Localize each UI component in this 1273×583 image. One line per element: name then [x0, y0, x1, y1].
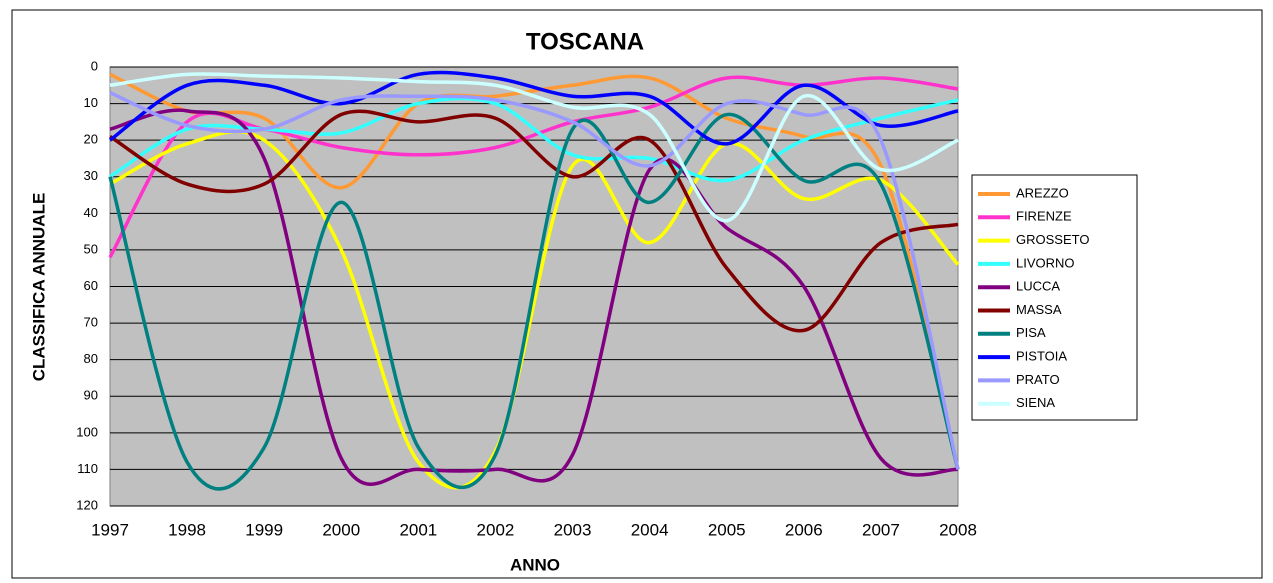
- series-line: [109, 108, 959, 486]
- y-tick-label: 80: [84, 351, 98, 366]
- x-tick-label: 2000: [322, 520, 360, 539]
- x-tick-label: 1998: [168, 520, 206, 539]
- legend-label: GROSSETO: [1016, 232, 1089, 247]
- y-tick-label: 40: [84, 205, 98, 220]
- legend-label: SIENA: [1016, 395, 1055, 410]
- y-tick-label: 10: [84, 95, 98, 110]
- series-line: [109, 129, 960, 490]
- legend-label: LIVORNO: [1016, 255, 1075, 270]
- x-tick-label: 2002: [477, 520, 515, 539]
- legend-label: LUCCA: [1016, 279, 1060, 294]
- series-line: [109, 72, 959, 223]
- legend-label: FIRENZE: [1016, 209, 1072, 224]
- y-tick-label: 100: [76, 424, 98, 439]
- series-line: [109, 109, 959, 333]
- x-tick-label: 1999: [245, 520, 283, 539]
- y-tick-label: 20: [84, 132, 98, 147]
- series-line: [108, 70, 959, 146]
- y-tick-label: 90: [84, 388, 98, 403]
- y-tick-label: 110: [77, 461, 98, 476]
- x-tick-label: 2006: [785, 520, 823, 539]
- x-tick-label: 2004: [631, 520, 669, 539]
- x-tick-label: 1997: [91, 520, 129, 539]
- series-line: [109, 90, 960, 470]
- y-tick-label: 50: [84, 241, 98, 256]
- chart-title: TOSCANA: [526, 28, 644, 55]
- y-tick-label: 60: [84, 278, 98, 293]
- x-tick-label: 2008: [939, 520, 977, 539]
- x-tick-label: 2005: [708, 520, 746, 539]
- series-line: [109, 72, 960, 470]
- legend-label: AREZZO: [1016, 185, 1069, 200]
- y-tick-label: 30: [84, 168, 98, 183]
- y-tick-label: 120: [76, 497, 98, 512]
- legend-label: PISTOIA: [1016, 349, 1067, 364]
- legend-label: PRATO: [1016, 372, 1060, 387]
- x-axis-label: ANNO: [510, 555, 560, 574]
- series-line: [108, 112, 960, 491]
- y-axis-label: CLASSIFICA ANNUALE: [29, 193, 48, 382]
- x-tick-label: 2003: [554, 520, 592, 539]
- y-tick-label: 70: [84, 315, 98, 330]
- y-tick-label: 0: [91, 58, 98, 73]
- x-tick-label: 2007: [862, 520, 900, 539]
- x-tick-label: 2001: [399, 520, 437, 539]
- legend-label: MASSA: [1016, 302, 1062, 317]
- legend-label: PISA: [1016, 325, 1046, 340]
